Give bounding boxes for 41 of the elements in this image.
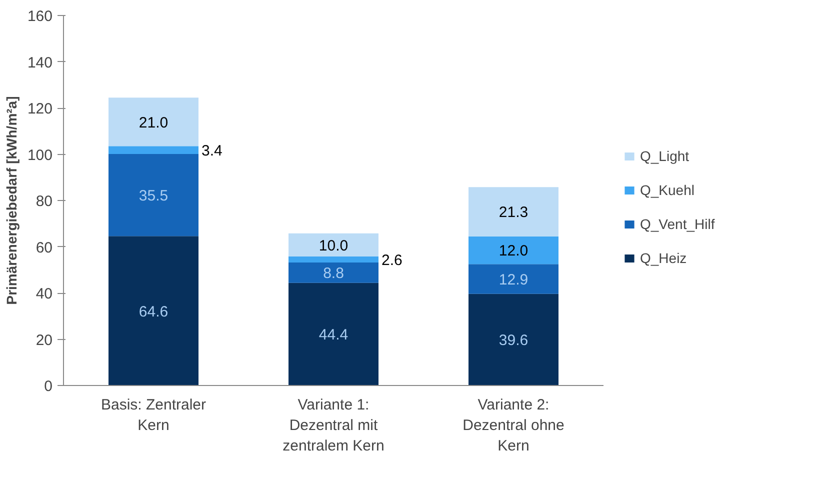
bar [108,154,198,236]
data-label: 35.5 [138,188,168,205]
y-axis-title: Primärenergiebedarf [kWh/m²a] [3,96,20,305]
data-label: 2.6 [382,252,402,269]
data-label: 3.4 [202,142,222,160]
bar [468,294,558,386]
bar [108,146,198,154]
bar [288,256,378,262]
bar [288,233,378,256]
bar [288,262,378,283]
data-label: 8.8 [323,265,344,282]
y-tick-label: 160 [27,8,53,25]
y-tick-label: 100 [27,146,53,164]
legend-label: Q_Vent_Hilf [640,216,715,232]
bar [108,98,198,146]
y-tick-label: 40 [36,286,53,302]
x-tick-label: Basis: Zentraler Kern [100,396,206,434]
data-label: 39.6 [498,332,528,350]
legend-label: Q_Kuehl [640,182,694,198]
x-tick-label: Variante 2: Dezentral ohne Kern [462,396,564,454]
y-tick-label: 0 [44,378,52,395]
bar [468,236,558,264]
data-label: 21.3 [498,204,528,222]
data-label: 44.4 [318,326,348,344]
legend-label: Q_Heiz [640,250,687,266]
x-tick-label: Variante 1: Dezentral mit zentralem Kern [282,396,384,454]
bar [468,264,558,294]
y-tick-label: 80 [36,193,53,210]
data-label: 12.0 [498,242,528,260]
data-label: 21.0 [138,114,168,132]
legend-label: Q_Light [640,148,690,164]
y-tick-label: 60 [36,239,53,256]
data-label: 64.6 [138,303,168,320]
bar [288,282,378,386]
bar [468,187,558,236]
data-label: 10.0 [318,237,348,254]
bar [108,236,198,386]
data-label: 12.9 [498,272,528,289]
y-tick-label: 20 [36,332,53,349]
y-tick-label: 140 [27,54,53,72]
y-tick-label: 120 [27,100,53,118]
